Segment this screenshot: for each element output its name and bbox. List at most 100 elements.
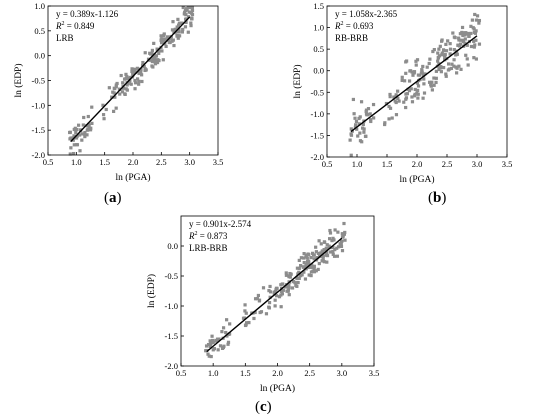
data-point [394,113,399,117]
data-point [206,352,210,356]
data-point [214,339,218,343]
data-point [157,51,161,55]
data-point [133,87,137,91]
data-point [279,305,283,309]
data-point [477,42,482,46]
data-point [137,67,141,71]
data-point [416,96,420,100]
data-point [72,151,76,156]
data-point [72,143,76,147]
data-point [131,73,135,77]
data-point [187,10,191,14]
data-point [244,311,248,315]
data-point [432,83,436,87]
x-axis-label: ln (PGA) [399,174,434,185]
data-point [165,35,170,39]
data-point [331,236,335,240]
data-point [267,305,271,309]
equation-label: y = 0.389x-1.126 [56,9,119,19]
data-point [172,43,176,48]
data-point [413,87,417,92]
data-point [177,21,182,25]
data-point [440,39,444,43]
data-point [181,5,185,10]
y-tick-label: 0.5 [34,26,45,36]
data-point [466,63,470,67]
data-point [243,303,247,307]
data-point [351,97,355,102]
data-point [101,113,106,117]
data-point [143,51,147,55]
data-point [414,59,418,63]
data-point [427,80,432,84]
data-point [356,134,360,138]
data-point [245,321,249,325]
y-tick-label: -0.5 [32,76,45,86]
data-point [121,81,125,85]
data-point [155,60,160,65]
data-point [328,231,333,235]
data-point [152,41,156,45]
data-point [220,330,224,334]
data-point [472,56,476,60]
data-point [449,66,454,71]
data-point [425,65,429,69]
data-point [463,37,467,41]
data-point [448,42,452,46]
y-tick-label: -0.5 [311,87,324,97]
data-point [119,73,123,78]
data-point [225,334,229,338]
data-point [209,354,213,359]
data-point [477,18,482,23]
data-point [150,64,154,68]
data-point [295,284,299,288]
data-point [225,318,229,322]
data-point [85,128,89,132]
y-tick-label: -2.0 [32,150,45,160]
data-point [140,73,144,77]
chart-panel-b: 0.5 1.0 1.5 2.0 2.5 3.0 3.5 -2.0 -1.5 -1.0 -0.5 0.0… [275,0,550,210]
data-point [295,275,299,280]
data-point [415,91,419,95]
data-point [369,119,373,124]
data-point [295,266,300,270]
data-point [176,34,181,38]
data-point [437,47,441,51]
data-point [309,265,313,269]
data-point [287,286,291,290]
data-point [393,99,397,103]
data-point [410,95,414,99]
data-point [110,95,114,99]
data-point [142,64,146,69]
data-point [310,251,315,255]
data-point [296,280,300,285]
data-point [388,92,392,97]
data-point [352,112,356,116]
data-point [465,57,469,61]
data-point [473,43,477,47]
data-point [118,92,122,96]
data-point [358,139,363,143]
data-point [472,45,476,49]
data-point [349,127,353,131]
data-point [114,85,118,89]
data-point [349,153,353,157]
data-point [307,265,311,270]
data-point [273,298,277,302]
data-point [305,256,309,260]
data-points-a [68,5,195,156]
data-point [83,134,87,139]
data-point [122,77,127,81]
data-point [406,87,410,91]
data-point [443,53,447,57]
data-point [341,234,345,238]
data-point [309,274,313,278]
data-point [150,59,154,64]
data-point [340,239,344,243]
data-point [82,115,86,120]
data-point [175,30,179,34]
data-point [423,72,427,76]
data-point [184,7,189,11]
data-point [444,42,448,47]
data-point [458,42,463,46]
